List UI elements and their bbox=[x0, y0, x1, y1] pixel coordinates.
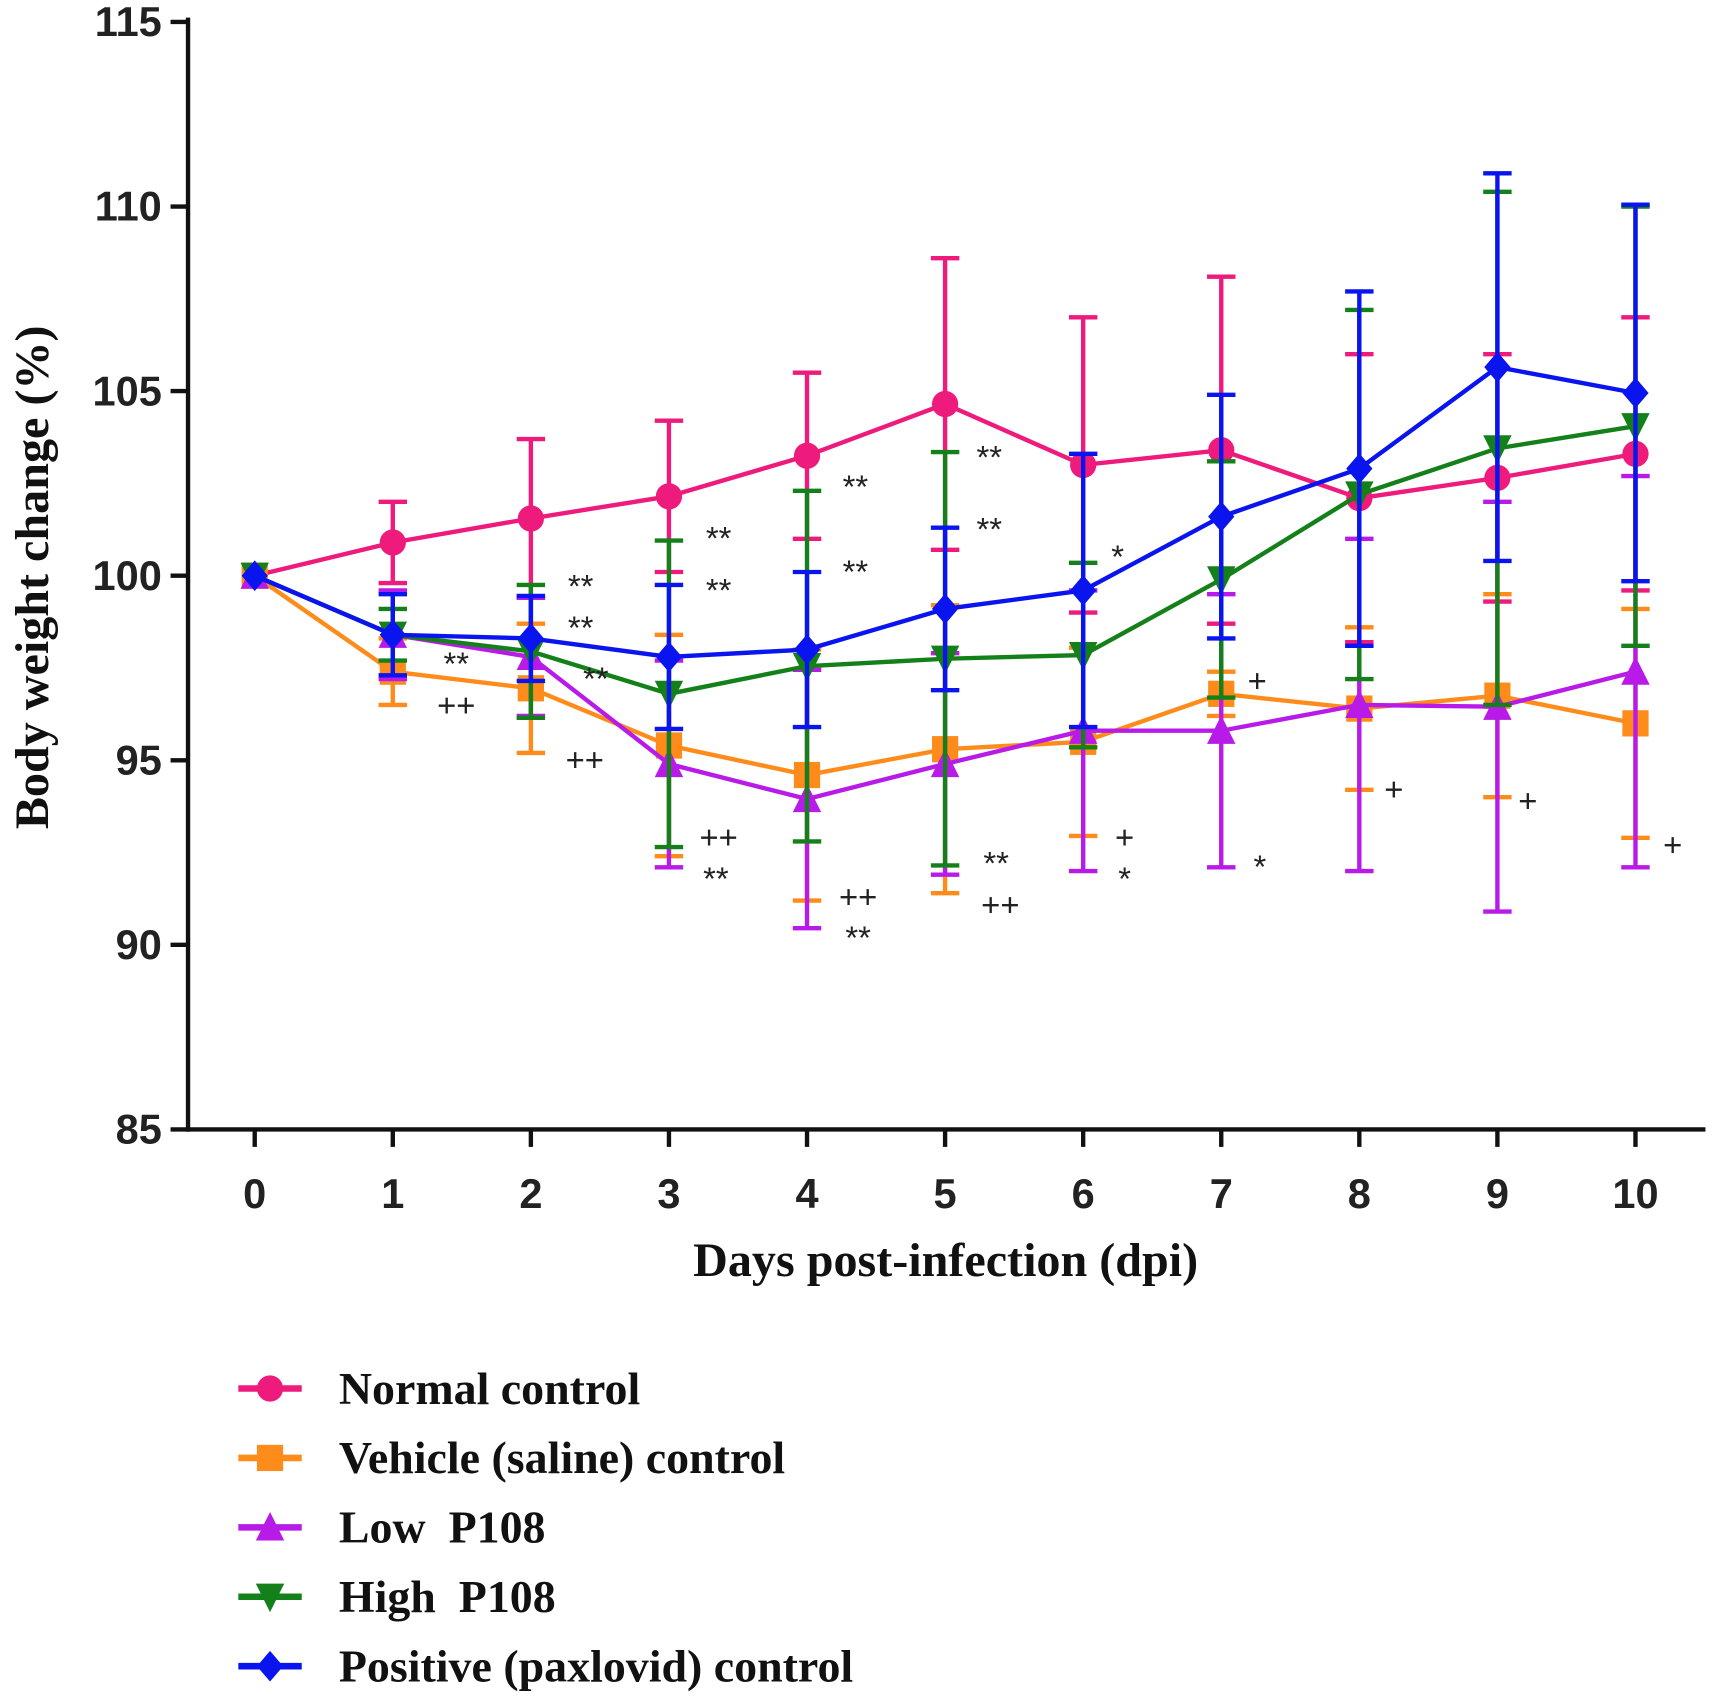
series-4 bbox=[241, 171, 1650, 732]
y-tick-label: 90 bbox=[116, 921, 162, 968]
legend-label: Vehicle (saline) control bbox=[339, 1432, 785, 1483]
y-tick-label: 115 bbox=[95, 0, 162, 45]
significance-mark: + bbox=[1248, 662, 1267, 699]
x-tick-label: 3 bbox=[657, 1170, 680, 1217]
significance-mark: + bbox=[1384, 771, 1403, 808]
significance-mark: ** bbox=[583, 660, 609, 697]
significance-mark: * bbox=[1254, 848, 1267, 885]
data-point bbox=[1070, 575, 1097, 606]
significance-mark: ** bbox=[706, 571, 732, 608]
x-tick-label: 4 bbox=[795, 1170, 818, 1217]
y-tick-label: 85 bbox=[116, 1106, 162, 1153]
legend-marker bbox=[256, 1444, 284, 1472]
x-tick-label: 0 bbox=[243, 1170, 266, 1217]
data-point bbox=[1621, 656, 1650, 685]
data-point bbox=[1208, 501, 1235, 532]
legend-marker bbox=[256, 1650, 284, 1682]
x-tick-label: 7 bbox=[1210, 1170, 1233, 1217]
legend-label: High P108 bbox=[339, 1571, 556, 1622]
x-tick-label: 8 bbox=[1348, 1170, 1371, 1217]
significance-mark: ** bbox=[977, 510, 1003, 547]
y-axis-label: Body weight change (%) bbox=[6, 326, 59, 830]
data-point bbox=[517, 505, 544, 532]
legend-marker bbox=[256, 1375, 284, 1402]
significance-mark: ** bbox=[706, 520, 732, 557]
x-axis-label: Days post-infection (dpi) bbox=[693, 1234, 1198, 1287]
significance-mark: + bbox=[1115, 819, 1134, 856]
significance-mark: ** bbox=[845, 919, 871, 956]
legend-label: Normal control bbox=[339, 1363, 640, 1414]
y-tick-label: 110 bbox=[95, 183, 162, 230]
data-point bbox=[1484, 351, 1511, 383]
significance-mark: + bbox=[1518, 782, 1537, 819]
data-point bbox=[655, 483, 683, 510]
series-layer bbox=[240, 171, 1650, 931]
data-point bbox=[931, 390, 959, 418]
legend: Normal control Vehicle (saline) control Lo… bbox=[238, 1363, 853, 1691]
significance-mark: ++ bbox=[566, 741, 604, 778]
legend-item: High P108 bbox=[238, 1571, 556, 1622]
legend-item: Vehicle (saline) control bbox=[238, 1432, 785, 1483]
significance-mark: + bbox=[1663, 826, 1682, 863]
data-point bbox=[379, 529, 406, 556]
data-point bbox=[1346, 453, 1373, 484]
significance-mark: ++ bbox=[839, 878, 877, 915]
y-tick-label: 105 bbox=[93, 367, 162, 414]
data-point bbox=[379, 619, 406, 651]
significance-mark: ** bbox=[568, 609, 594, 646]
significance-mark: ** bbox=[444, 645, 470, 682]
x-tick-label: 6 bbox=[1072, 1170, 1095, 1217]
data-point bbox=[655, 641, 683, 673]
x-tick-label: 2 bbox=[519, 1170, 542, 1217]
x-tick-label: 9 bbox=[1486, 1170, 1509, 1217]
significance-mark: ++ bbox=[981, 886, 1019, 923]
significance-mark: ** bbox=[568, 568, 594, 605]
data-point bbox=[1207, 715, 1236, 744]
data-point bbox=[1622, 377, 1649, 409]
x-tick-label: 5 bbox=[934, 1170, 957, 1217]
legend-item: Normal control bbox=[238, 1363, 640, 1414]
data-point bbox=[931, 593, 959, 625]
y-tick-label: 100 bbox=[93, 552, 162, 599]
data-point bbox=[1345, 689, 1374, 719]
significance-mark: ** bbox=[977, 438, 1003, 475]
legend-marker bbox=[255, 1512, 285, 1541]
significance-mark: ++ bbox=[437, 687, 475, 724]
axes: 85 90 95 100 105 110 115 0 1 2 3 4 5 6 7 8 9 10 bbox=[93, 0, 1706, 1217]
legend-label: Positive (paxlovid) control bbox=[339, 1640, 853, 1691]
significance-mark: ** bbox=[843, 468, 869, 505]
significance-mark: ++ bbox=[700, 819, 738, 856]
legend-item: Positive (paxlovid) control bbox=[238, 1640, 853, 1691]
legend-item: Low P108 bbox=[238, 1502, 545, 1553]
significance-mark: ** bbox=[983, 845, 1009, 882]
significance-mark: * bbox=[1111, 538, 1124, 575]
x-tick-label: 1 bbox=[381, 1170, 404, 1217]
legend-label: Low P108 bbox=[339, 1502, 546, 1553]
significance-mark: ** bbox=[843, 553, 869, 590]
y-tick-label: 95 bbox=[116, 736, 162, 783]
significance-mark: ** bbox=[703, 860, 729, 897]
legend-marker bbox=[255, 1583, 285, 1613]
significance-mark: * bbox=[1118, 860, 1131, 897]
x-tick-label: 10 bbox=[1612, 1170, 1658, 1217]
annotations-layer: **++******++****++******++********++*+*+… bbox=[437, 438, 1682, 956]
data-point bbox=[793, 634, 821, 665]
data-point bbox=[793, 442, 821, 469]
